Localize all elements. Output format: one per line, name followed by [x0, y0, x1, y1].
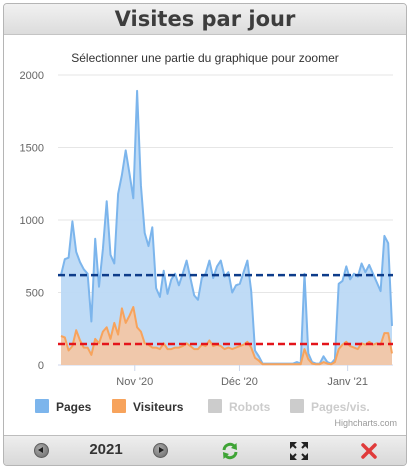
widget-title: Visites par jour: [114, 7, 296, 31]
chart-svg[interactable]: Sélectionner une partie du graphique pou…: [4, 35, 406, 433]
refresh-icon[interactable]: [219, 440, 241, 462]
legend-label: Robots: [229, 400, 271, 414]
x-tick-label: Nov '20: [116, 376, 153, 388]
visits-widget: Visites par jour Sélectionner une partie…: [3, 3, 407, 466]
legend-swatch: [290, 399, 304, 413]
y-tick-label: 2000: [20, 70, 44, 82]
next-year-button[interactable]: [153, 443, 168, 458]
x-tick-label: Janv '21: [327, 376, 368, 388]
y-tick-label: 1000: [20, 215, 44, 227]
legend-swatch: [35, 399, 49, 413]
y-tick-label: 500: [26, 288, 44, 300]
legend-swatch: [208, 399, 222, 413]
legend-label: Pages/vis.: [311, 400, 370, 414]
legend-swatch: [112, 399, 126, 413]
legend-item-robots[interactable]: Robots: [208, 399, 271, 414]
y-axis: 0 500 1000 1500 2000: [20, 70, 44, 372]
visiteurs-series-area: [61, 307, 392, 365]
legend-item-pages[interactable]: Pages: [35, 399, 92, 414]
y-tick-label: 1500: [20, 143, 44, 155]
fullscreen-icon[interactable]: [288, 440, 310, 462]
legend-label: Visiteurs: [133, 400, 184, 414]
widget-titlebar: Visites par jour: [4, 4, 406, 35]
year-label: 2021: [89, 441, 123, 458]
visiteurs-series-line: [60, 306, 393, 366]
chart-subtitle: Sélectionner une partie du graphique pou…: [71, 51, 339, 65]
legend-label: Pages: [56, 400, 92, 414]
x-tick-label: Déc '20: [221, 376, 258, 388]
chart-series: [60, 89, 393, 366]
legend-item-visiteurs[interactable]: Visiteurs: [112, 399, 184, 414]
chart-credits[interactable]: Highcharts.com: [334, 418, 397, 428]
previous-year-button[interactable]: [34, 443, 49, 458]
close-icon[interactable]: [358, 440, 380, 462]
y-tick-label: 0: [38, 360, 44, 372]
average-lines: [58, 273, 393, 346]
legend-item-pagesvis[interactable]: Pages/vis.: [290, 399, 370, 414]
pages-series-area: [61, 90, 392, 366]
chart-container[interactable]: Sélectionner une partie du graphique pou…: [4, 35, 406, 433]
widget-toolbar: 2021: [4, 435, 406, 465]
x-axis: Nov '20 Déc '20 Janv '21: [58, 364, 393, 388]
chart-legend[interactable]: Pages Visiteurs Robots Pages/vis.: [35, 399, 370, 414]
